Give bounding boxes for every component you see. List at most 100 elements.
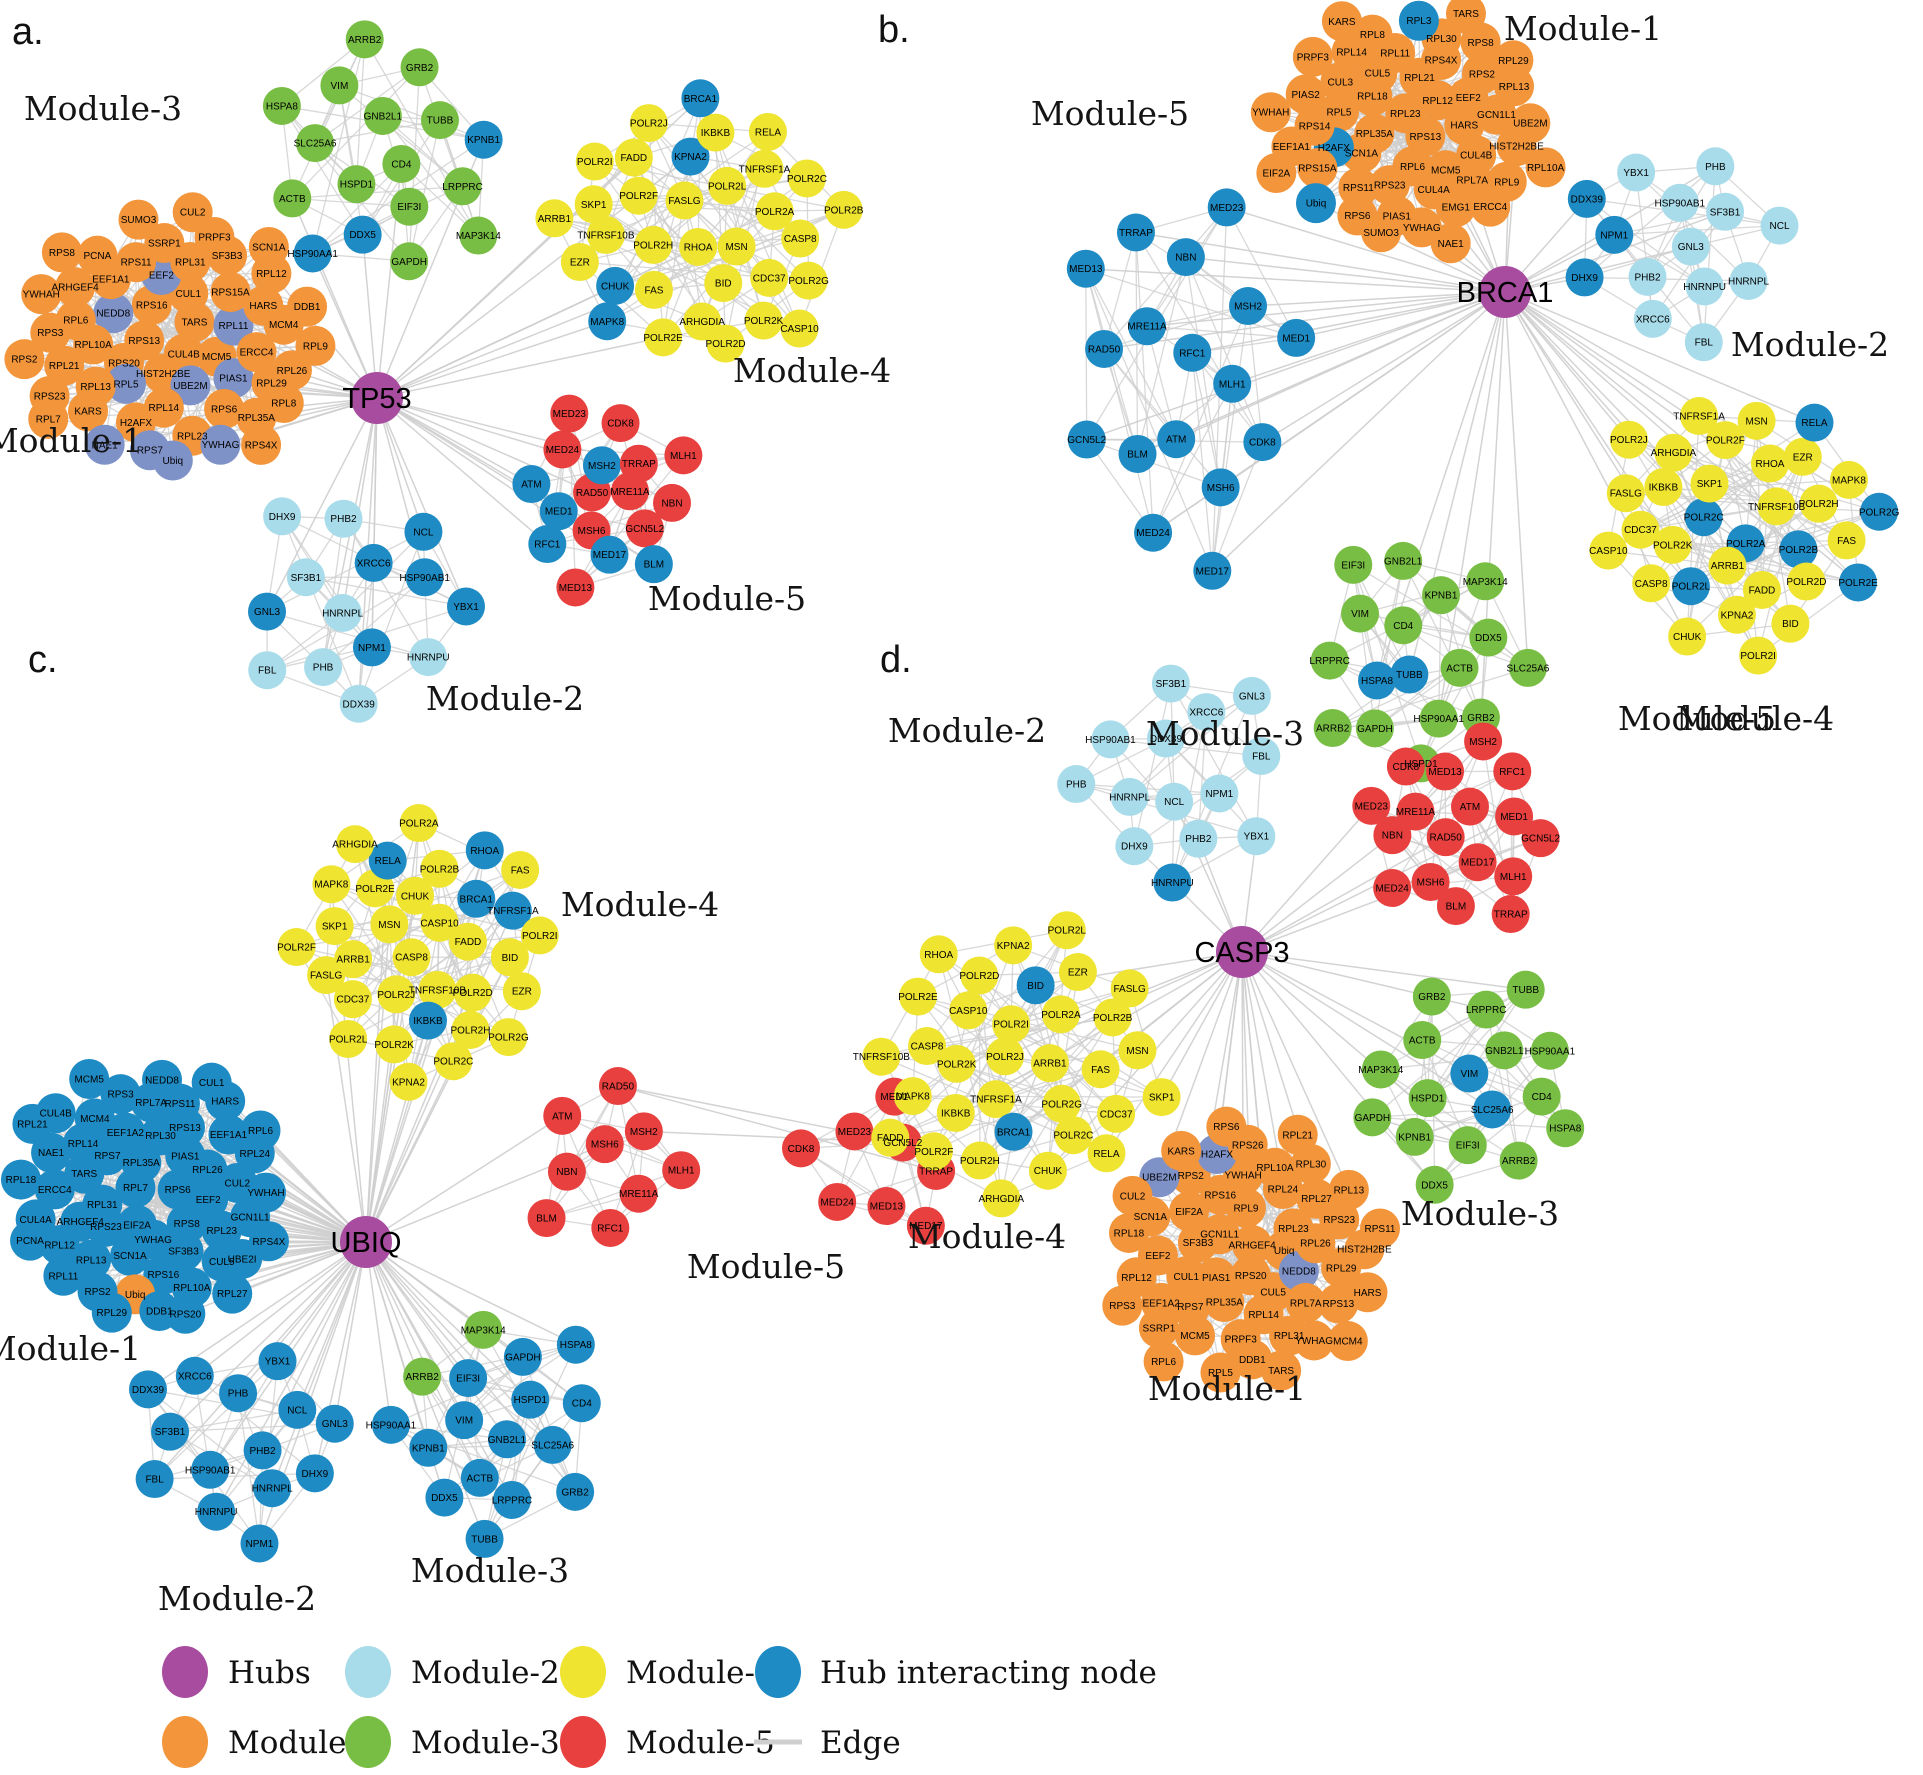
- node-tnfrsf10b[interactable]: [418, 970, 457, 1009]
- node-polr2b[interactable]: [1093, 998, 1132, 1037]
- node-gapdh[interactable]: [390, 242, 429, 281]
- node-sf3b1[interactable]: [151, 1412, 190, 1451]
- node-rps3[interactable]: [100, 1074, 141, 1115]
- node-ybx1[interactable]: [1617, 153, 1656, 192]
- node-rps3[interactable]: [1102, 1285, 1143, 1326]
- node-fadd[interactable]: [448, 922, 487, 961]
- node-gnl3[interactable]: [248, 592, 287, 631]
- node-hsp90ab1[interactable]: [191, 1450, 230, 1489]
- node-mlh1[interactable]: [1494, 857, 1533, 896]
- node-xrcc6[interactable]: [1187, 693, 1226, 732]
- node-blm[interactable]: [1436, 887, 1475, 926]
- node-ncl[interactable]: [1155, 782, 1194, 821]
- node-cd4[interactable]: [1384, 606, 1423, 645]
- node-arrb1[interactable]: [1030, 1044, 1069, 1083]
- node-tnfrsf10b[interactable]: [862, 1037, 901, 1076]
- node-cdc37[interactable]: [750, 258, 789, 297]
- node-msn[interactable]: [370, 905, 409, 944]
- node-hspd1[interactable]: [337, 165, 376, 204]
- node-slc25a6[interactable]: [1508, 648, 1547, 687]
- node-polr2j[interactable]: [377, 975, 416, 1014]
- node-polr2d[interactable]: [1787, 562, 1826, 601]
- node-mcm5[interactable]: [1175, 1315, 1216, 1356]
- node-cdk8[interactable]: [1243, 423, 1282, 462]
- node-gnb2l1[interactable]: [487, 1420, 526, 1459]
- node-cdc37[interactable]: [1621, 510, 1660, 549]
- node-eef1a2[interactable]: [105, 1112, 146, 1153]
- node-rps11[interactable]: [116, 242, 157, 283]
- node-prpf3[interactable]: [1292, 36, 1333, 77]
- node-kpnb1[interactable]: [1395, 1117, 1434, 1156]
- node-polr2l[interactable]: [708, 166, 747, 205]
- node-rps11[interactable]: [1360, 1208, 1401, 1249]
- node-polr2b[interactable]: [824, 190, 863, 229]
- node-gnb2l1[interactable]: [363, 96, 402, 135]
- node-polr2a[interactable]: [399, 804, 438, 843]
- node-polr2g[interactable]: [489, 1018, 528, 1057]
- node-msn[interactable]: [717, 227, 756, 266]
- node-hnrnpu[interactable]: [197, 1492, 236, 1531]
- node-ube2m[interactable]: [170, 365, 211, 406]
- node-polr2g[interactable]: [789, 261, 828, 300]
- node-mapk8[interactable]: [588, 302, 627, 341]
- node-cdc37[interactable]: [1097, 1094, 1136, 1133]
- node-casp10[interactable]: [420, 903, 459, 942]
- node-atm[interactable]: [1450, 787, 1489, 826]
- node-ddx5[interactable]: [343, 215, 382, 254]
- node-rpl5[interactable]: [106, 363, 147, 404]
- node-grb2[interactable]: [1412, 977, 1451, 1016]
- node-arrb2[interactable]: [1313, 709, 1352, 748]
- node-xrcc6[interactable]: [354, 543, 393, 582]
- node-polr2a[interactable]: [1041, 995, 1080, 1034]
- node-actb[interactable]: [1403, 1021, 1442, 1060]
- node-rpl29[interactable]: [91, 1292, 132, 1333]
- node-med23[interactable]: [1352, 786, 1391, 825]
- node-bid[interactable]: [704, 264, 743, 303]
- node-polr2i[interactable]: [1739, 636, 1778, 675]
- node-rpl6[interactable]: [1143, 1341, 1184, 1382]
- node-cul2[interactable]: [172, 192, 213, 233]
- node-scn1a[interactable]: [110, 1235, 151, 1276]
- node-med24[interactable]: [1373, 868, 1412, 907]
- node-hspd1[interactable]: [1408, 1079, 1447, 1118]
- node-dhx9[interactable]: [1115, 827, 1154, 866]
- node-ddx5[interactable]: [1415, 1165, 1454, 1204]
- node-rela[interactable]: [1087, 1134, 1126, 1173]
- node-ercc4[interactable]: [1470, 186, 1511, 227]
- node-nbn[interactable]: [547, 1152, 586, 1191]
- node-rfc1[interactable]: [591, 1208, 630, 1247]
- node-ybx1[interactable]: [1237, 817, 1276, 856]
- node-tnfrsf1a[interactable]: [1680, 397, 1719, 436]
- node-rela[interactable]: [1795, 403, 1834, 442]
- node-tubb[interactable]: [465, 1519, 504, 1558]
- node-arrb1[interactable]: [1708, 546, 1747, 585]
- node-nae1[interactable]: [84, 424, 125, 465]
- node-polr2c[interactable]: [787, 159, 826, 198]
- node-eif2a[interactable]: [1256, 153, 1297, 194]
- node-rfc1[interactable]: [528, 525, 567, 564]
- node-rpl13[interactable]: [1328, 1169, 1369, 1210]
- node-mcm4[interactable]: [1327, 1321, 1368, 1362]
- node-brca1[interactable]: [994, 1112, 1033, 1151]
- node-eif3i[interactable]: [449, 1359, 488, 1398]
- node-hspa8[interactable]: [556, 1325, 595, 1364]
- node-chuk[interactable]: [1668, 617, 1707, 656]
- node-hnrnpu[interactable]: [1153, 863, 1192, 902]
- node-med24[interactable]: [1134, 513, 1173, 552]
- node-bid[interactable]: [490, 938, 529, 977]
- node-bid[interactable]: [1771, 604, 1810, 643]
- node-ddx39[interactable]: [1567, 179, 1606, 218]
- node-ddb1[interactable]: [287, 286, 328, 327]
- node-ybx1[interactable]: [258, 1342, 297, 1381]
- node-lrpprc[interactable]: [1467, 990, 1506, 1029]
- node-rps6[interactable]: [1206, 1106, 1247, 1147]
- node-hnrnpu[interactable]: [409, 638, 448, 677]
- node-hars[interactable]: [1347, 1272, 1388, 1313]
- node-fas[interactable]: [1827, 521, 1866, 560]
- node-brca1[interactable]: [457, 879, 496, 918]
- node-polr2a[interactable]: [755, 192, 794, 231]
- node-cd4[interactable]: [382, 144, 421, 183]
- node-ywhah[interactable]: [1250, 92, 1291, 133]
- node-cul3[interactable]: [1320, 62, 1361, 103]
- node-med24[interactable]: [543, 430, 582, 469]
